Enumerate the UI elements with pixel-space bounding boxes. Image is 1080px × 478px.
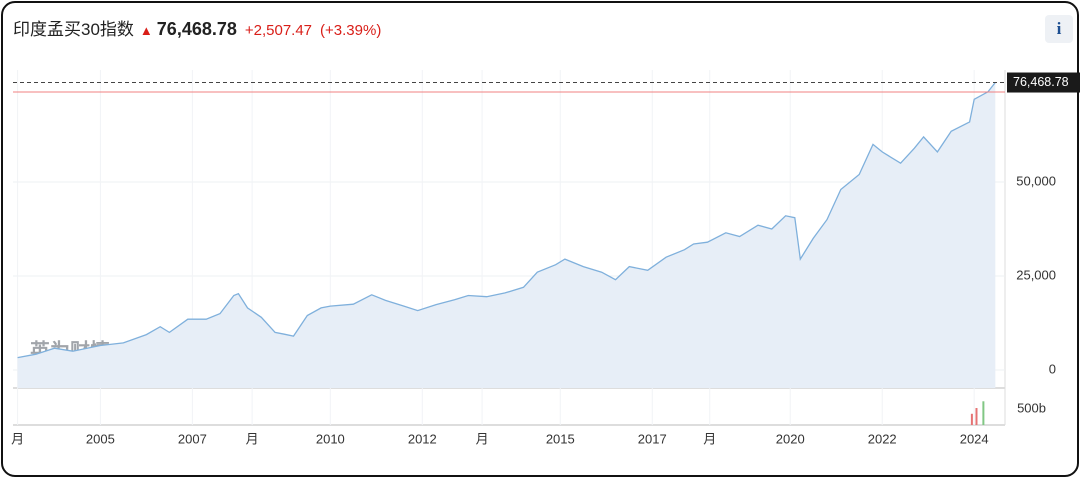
x-tick-label: 月 <box>11 431 24 446</box>
change-pct: (+3.39%) <box>320 22 382 39</box>
volume-bar <box>970 413 973 425</box>
y-tick-label: 0 <box>1049 361 1056 376</box>
up-arrow: ▲ <box>139 23 153 38</box>
x-tick-label: 2012 <box>408 431 437 446</box>
price-line <box>17 82 996 359</box>
x-tick-label: 2017 <box>638 431 667 446</box>
last-price-label: 76,468.78 <box>1013 75 1069 89</box>
info-button[interactable]: i <box>1045 15 1073 43</box>
last-price: 76,468.78 <box>156 19 237 39</box>
area-fill <box>17 82 996 388</box>
x-tick-label: 2020 <box>776 431 805 446</box>
x-tick-label: 月 <box>703 431 716 446</box>
volume-tick-label: 500b <box>1017 400 1046 415</box>
title: 印度孟买30指数 <box>13 20 134 39</box>
x-tick-label: 2015 <box>546 431 575 446</box>
volume-bar <box>982 401 985 425</box>
x-tick-label: 2010 <box>316 431 345 446</box>
volume-bar <box>975 408 978 425</box>
x-tick-label: 2007 <box>178 431 207 446</box>
header: 印度孟买30指数 ▲ 76,468.78 +2,507.47 (+3.39%) <box>13 15 381 40</box>
x-tick-label: 2005 <box>86 431 115 446</box>
y-tick-label: 25,000 <box>1016 267 1056 282</box>
y-tick-label: 50,000 <box>1016 173 1056 188</box>
x-tick-label: 2024 <box>960 431 989 446</box>
change: +2,507.47 <box>244 22 313 39</box>
last-price-box <box>1007 72 1080 93</box>
x-tick-label: 月 <box>476 431 489 446</box>
x-tick-label: 2022 <box>868 431 897 446</box>
x-tick-label: 月 <box>246 431 259 446</box>
